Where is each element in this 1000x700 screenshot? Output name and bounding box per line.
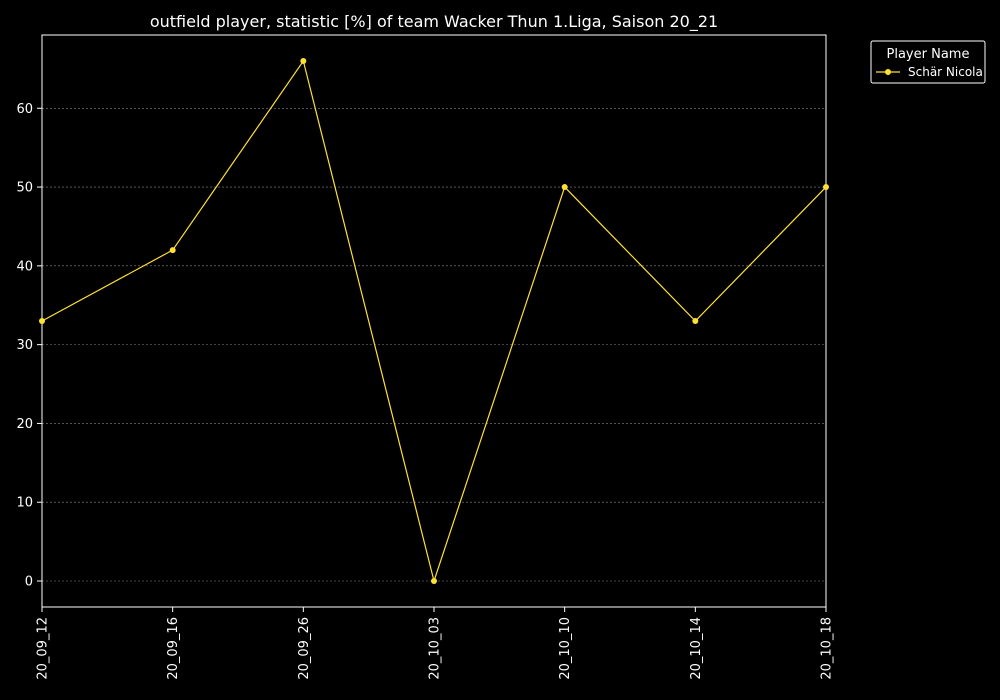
x-tick-label: 20_10_03 [428, 617, 443, 680]
x-tick-label: 20_10_10 [558, 617, 573, 680]
series-line [41, 59, 827, 584]
data-point [431, 578, 437, 584]
chart-title: outfield player, statistic [%] of team W… [150, 12, 718, 32]
y-tick-label: 20 [16, 417, 33, 432]
legend-swatch-marker [885, 69, 891, 75]
x-axis: 20_09_12 20_09_16 20_09_26 20_10_03 20_10_10… [36, 607, 835, 680]
legend: Player Name Schär Nicola [870, 40, 986, 84]
x-tick-label: 20_09_26 [297, 617, 312, 680]
data-point [39, 318, 45, 324]
x-tick-label: 20_09_12 [36, 617, 51, 680]
x-tick-label: 20_09_16 [166, 617, 181, 680]
data-point [561, 184, 568, 191]
y-tick-label: 30 [16, 338, 33, 353]
y-axis: 0 10 20 30 40 50 60 [16, 102, 42, 590]
y-tick-label: 10 [16, 496, 33, 511]
data-point [692, 318, 699, 324]
y-tick-label: 60 [16, 102, 33, 117]
x-tick-label: 20_10_18 [820, 617, 835, 680]
series-layer [39, 58, 829, 584]
y-tick-label: 50 [16, 181, 33, 196]
data-point [823, 184, 829, 191]
data-point [169, 247, 176, 254]
x-tick-label: 20_10_14 [689, 617, 704, 680]
y-tick-label: 40 [16, 259, 33, 274]
grid-lines [42, 107, 826, 582]
y-tick-label: 0 [25, 575, 33, 590]
data-point [300, 58, 307, 64]
legend-title: Player Name [887, 47, 970, 62]
legend-entry-label: Schär Nicola [908, 65, 983, 79]
plot-area [41, 34, 827, 608]
